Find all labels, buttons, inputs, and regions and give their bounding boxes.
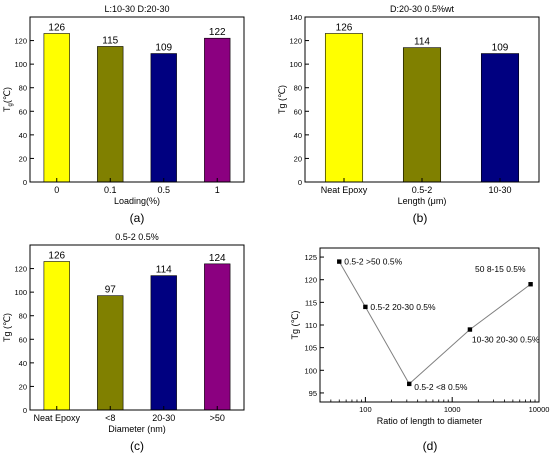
y-tick-label: 120	[289, 37, 302, 46]
y-axis-label: Tg(℃)	[2, 87, 14, 112]
y-tick-label: 20	[19, 154, 27, 163]
data-point	[467, 327, 473, 332]
y-tick-label: 125	[304, 253, 317, 262]
chart-panel-4: 0.5-2 >50 0.5% 0.5-2 20-30 0.5% 0.5-2 <8 0…	[290, 247, 550, 453]
data-label: 109	[155, 43, 172, 54]
data-label: 97	[105, 285, 117, 296]
bar	[324, 33, 364, 183]
point-label: 50 8-15 0.5%	[475, 264, 526, 274]
x-tick-label: >50	[210, 413, 225, 423]
point-label: 10-30 20-30 0.5%	[472, 335, 540, 345]
bar	[204, 263, 231, 411]
bar	[150, 53, 177, 183]
point-label: 0.5-2 >50 0.5%	[344, 257, 402, 267]
panel-caption: (a)	[130, 211, 145, 225]
y-tick-label: 110	[305, 321, 317, 330]
plot-frame	[29, 244, 245, 411]
y-tick-label: 0	[298, 178, 302, 187]
y-tick-label: 40	[19, 359, 27, 368]
x-axis-label: Ratio of length to diameter	[377, 416, 483, 426]
bar	[97, 295, 124, 411]
bar	[150, 275, 177, 411]
y-tick-label: 60	[19, 107, 27, 116]
series-line	[338, 261, 531, 385]
x-tick-label: 1000	[444, 405, 461, 414]
panel-caption: (c)	[130, 439, 144, 453]
x-axis-label: Length (μm)	[398, 196, 447, 206]
panel-caption: (b)	[413, 211, 428, 225]
point-label: 0.5-2 20-30 0.5%	[370, 302, 436, 312]
data-point	[337, 259, 342, 264]
chart-title: D:20-30 0.5%wt	[390, 4, 455, 14]
chart-title: L:10-30 D:20-30	[104, 4, 169, 14]
y-tick-label: 20	[294, 154, 302, 163]
y-tick-label: 115	[305, 298, 317, 307]
y-tick-label: 120	[304, 276, 317, 285]
x-tick-label: 0.5-2	[412, 185, 433, 195]
y-tick-label: 100	[304, 366, 317, 375]
x-tick-label: 100	[359, 405, 372, 414]
y-tick-label: 80	[19, 312, 27, 321]
data-label: 114	[156, 265, 172, 276]
x-tick-label: Neat Epoxy	[33, 413, 80, 423]
point-label: 0.5-2 <8 0.5%	[414, 382, 468, 392]
data-label: 115	[102, 35, 118, 46]
data-point	[407, 381, 412, 387]
y-tick-label: 80	[19, 84, 27, 93]
x-axis-label: Loading(%)	[114, 196, 160, 206]
x-tick-label: 1	[215, 185, 220, 195]
data-label: 114	[414, 37, 430, 48]
y-axis-label: Tg (℃)	[277, 85, 287, 114]
data-label: 109	[492, 43, 509, 54]
bar	[43, 261, 70, 411]
y-tick-label: 100	[14, 288, 27, 297]
y-tick-label: 40	[19, 131, 27, 140]
x-tick-label: 0.5	[157, 185, 170, 195]
data-label: 126	[48, 251, 65, 262]
y-tick-label: 0	[23, 406, 27, 415]
x-tick-label: 20-30	[152, 413, 175, 423]
x-tick-label: 10-30	[488, 185, 511, 195]
y-tick-label: 20	[19, 382, 27, 391]
data-label: 126	[336, 23, 353, 34]
plot-frame	[29, 16, 245, 183]
y-tick-label: 80	[294, 84, 302, 93]
y-tick-label: 120	[14, 265, 27, 274]
bar	[402, 47, 442, 183]
x-tick-label: <8	[105, 413, 115, 423]
y-tick-label: 40	[294, 131, 302, 140]
y-tick-label: 120	[14, 37, 27, 46]
y-tick-label: 140	[289, 13, 302, 22]
y-tick-label: 100	[14, 60, 27, 69]
y-axis-label: Tg (℃)	[290, 310, 300, 339]
y-tick-label: 0	[23, 178, 27, 187]
bar	[97, 46, 124, 183]
chart-panel-3: 126 97 114 124 0 20 40 60 80 100 120 Neat Epoxy <8 20…	[2, 232, 245, 453]
bar	[480, 53, 520, 183]
y-tick-label: 95	[309, 389, 317, 398]
chart-panel-2: 126 114 109 0 20 40 60 80 100 120 140 Neat Epoxy 0.5…	[277, 4, 540, 225]
chart-panel-1: 126 115 109 122 0 20 40 60 80 100 120 0 0.1 0.5 1 L:10-…	[2, 4, 245, 225]
x-tick-label: 0	[54, 185, 59, 195]
data-point	[363, 304, 368, 310]
y-tick-label: 60	[294, 107, 302, 116]
chart-title: 0.5-2 0.5%	[115, 232, 159, 242]
y-axis-label: Tg (℃)	[2, 313, 12, 342]
x-tick-label: Neat Epoxy	[321, 185, 368, 195]
bar	[204, 37, 231, 183]
data-label: 126	[48, 23, 65, 34]
bar	[43, 33, 70, 183]
data-label: 122	[209, 27, 226, 38]
data-point	[528, 282, 533, 287]
panel-caption: (d)	[423, 439, 438, 453]
x-tick-label: 0.1	[104, 185, 117, 195]
x-tick-label: 10000	[529, 405, 550, 414]
y-tick-label: 60	[19, 335, 27, 344]
y-tick-label: 100	[289, 60, 302, 69]
x-axis-label: Diameter (nm)	[108, 424, 166, 434]
y-tick-label: 105	[304, 344, 317, 353]
data-label: 124	[209, 253, 226, 264]
